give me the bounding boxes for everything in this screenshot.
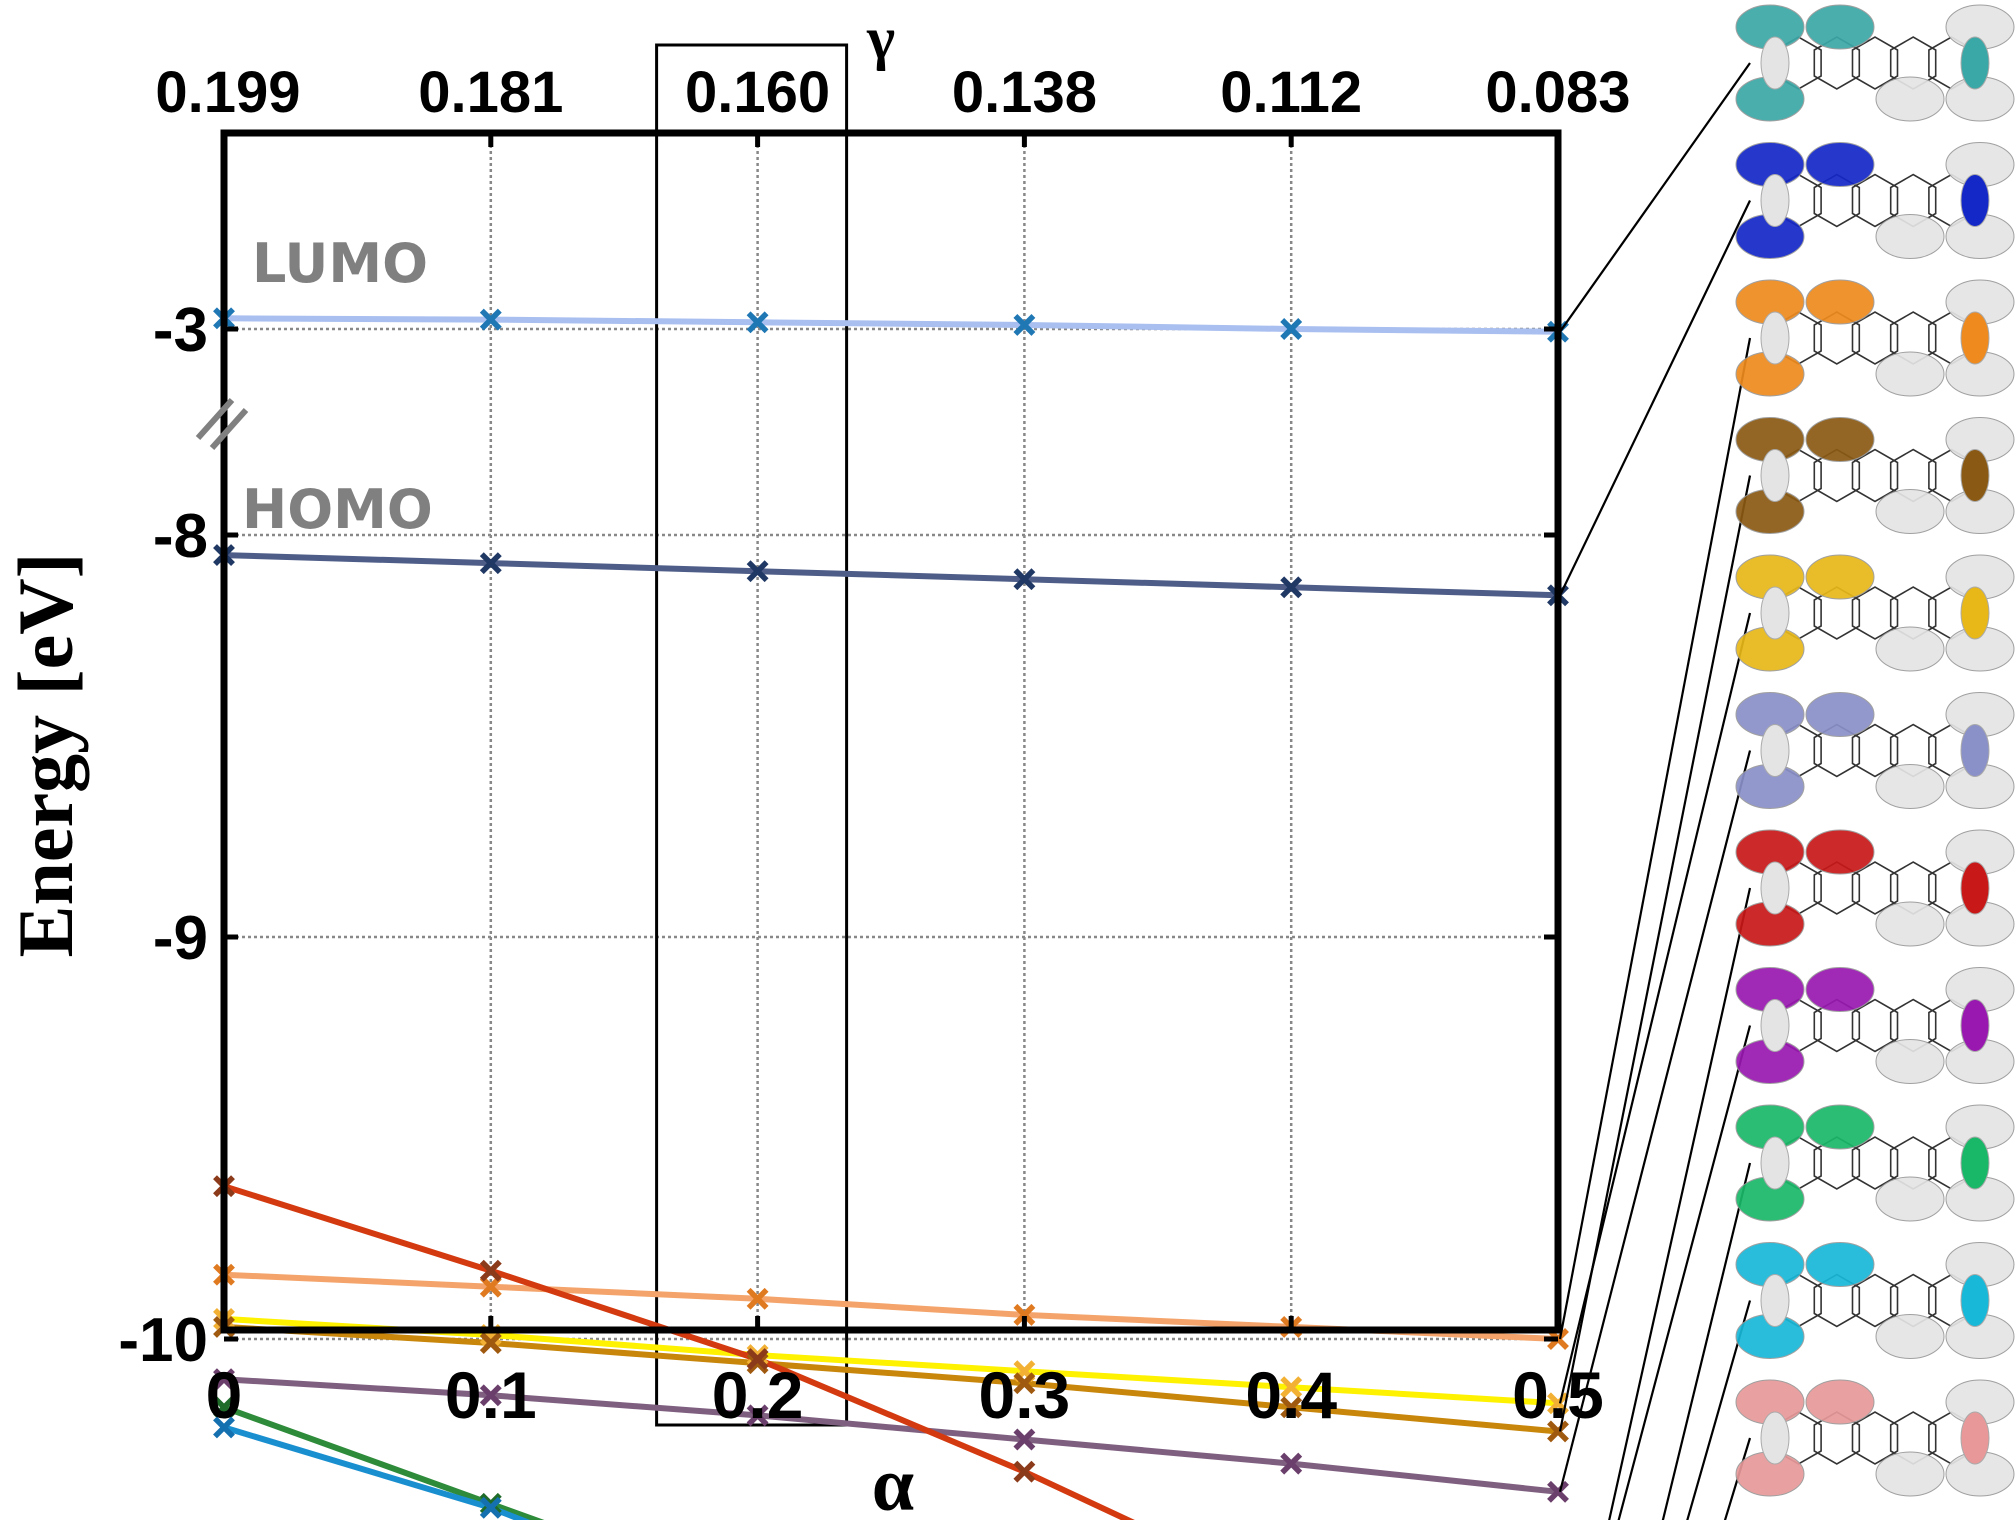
y-tick-label: -10 xyxy=(118,1306,208,1375)
series-6-point xyxy=(746,1404,769,1427)
series-6-point xyxy=(213,1368,235,1391)
connector-line xyxy=(1686,1300,1752,1520)
y-axis-label: Energy [eV] xyxy=(2,552,89,957)
series-9-point xyxy=(213,1416,235,1439)
tick-labels: 0 0.1 0.2 0.3 0.4 0.5 0.199 0.181 0.160 0.138 0.11… xyxy=(118,60,1630,1432)
connector-line xyxy=(1661,1162,1752,1520)
series-line-1 xyxy=(223,315,1559,335)
x-tick-label: 0.5 xyxy=(1512,1358,1604,1432)
connector-line xyxy=(1559,200,1751,596)
x-tick-label: 0.2 xyxy=(712,1358,804,1432)
series-5-point xyxy=(1547,1420,1569,1443)
series-1-point xyxy=(479,308,502,331)
series-6-point xyxy=(1013,1428,1036,1451)
top-axis-label: γ xyxy=(866,5,895,71)
orbital-image-5 xyxy=(1735,554,2015,672)
orbital-image-3 xyxy=(1735,279,2015,397)
top-tick-label: 0.083 xyxy=(1485,60,1630,125)
series-line-6 xyxy=(223,1376,1559,1495)
series-5-point xyxy=(1280,1396,1303,1419)
orbital-image-8 xyxy=(1735,967,2015,1084)
orbital-image-6 xyxy=(1735,692,2015,809)
series-1-point xyxy=(1280,318,1303,340)
series-4-point xyxy=(746,1344,769,1367)
series-2-point xyxy=(479,552,502,575)
x-tick-label: 0 xyxy=(206,1358,243,1432)
series-6-point xyxy=(1547,1480,1569,1503)
orbital-image-7 xyxy=(1735,829,2015,947)
orbital-image-9 xyxy=(1735,1104,2015,1222)
series-line-5 xyxy=(223,1323,1559,1435)
annotation-lumo: LUMO xyxy=(252,232,428,295)
series-5-point xyxy=(746,1352,769,1375)
x-axis-label: α xyxy=(872,1443,914,1520)
series-1-point xyxy=(746,311,769,334)
y-tick-label: -3 xyxy=(153,296,208,365)
series-5-point xyxy=(1013,1372,1036,1395)
top-tick-label: 0.138 xyxy=(952,60,1097,125)
orbital-image-2 xyxy=(1735,142,2015,259)
top-tick-label: 0.160 xyxy=(685,60,830,125)
top-tick-label: 0.112 xyxy=(1220,60,1362,125)
connector-line xyxy=(1608,887,1752,1520)
series-1-point xyxy=(1013,314,1036,336)
annotations: LUMO HOMO xyxy=(242,232,433,541)
connector-line xyxy=(1558,612,1752,1404)
series-4-point xyxy=(1280,1376,1303,1399)
orbital-images xyxy=(1735,4,2015,1497)
series-2-point xyxy=(1280,576,1303,599)
top-tick-label: 0.181 xyxy=(418,60,563,125)
x-tick-label: 0.3 xyxy=(979,1358,1071,1432)
connector-line xyxy=(1723,1437,1752,1520)
series-7-point xyxy=(1013,1460,1036,1483)
series-5-point xyxy=(479,1332,502,1354)
orbital-image-1 xyxy=(1735,4,2015,122)
connector-line xyxy=(1617,1025,1752,1520)
series-9-point xyxy=(479,1496,502,1519)
series-line-9 xyxy=(223,1424,531,1520)
series-3-point xyxy=(479,1275,502,1298)
series-8-point xyxy=(213,1396,235,1419)
axis-break-mark xyxy=(195,397,249,451)
plot-frame xyxy=(195,129,1562,1342)
connector-line xyxy=(1559,62,1751,333)
series-6-point xyxy=(1280,1452,1303,1475)
orbital-connectors xyxy=(1558,62,1752,1520)
series-line-8 xyxy=(222,1404,545,1520)
highlight-box xyxy=(655,43,849,1427)
top-tick-label: 0.199 xyxy=(155,60,300,125)
axis-titles: α γ Energy [eV] xyxy=(2,5,914,1520)
orbital-image-11 xyxy=(1735,1379,2015,1497)
x-tick-label: 0.1 xyxy=(445,1358,537,1432)
series-7-point xyxy=(746,1348,769,1371)
series-2-point xyxy=(746,560,769,583)
annotation-homo: HOMO xyxy=(242,478,433,541)
grid xyxy=(224,133,1558,1341)
orbital-image-4 xyxy=(1735,417,2015,534)
connector-line xyxy=(1558,750,1752,1493)
x-tick-label: 0.4 xyxy=(1245,1358,1337,1432)
y-tick-label: -9 xyxy=(153,904,208,973)
series-7-point xyxy=(479,1259,502,1282)
series-2-point xyxy=(1013,568,1036,591)
connector-line xyxy=(1558,337,1752,1340)
series-line-2 xyxy=(223,552,1559,599)
plot-border xyxy=(220,129,1562,1334)
series-3-point xyxy=(746,1287,769,1310)
highlight-rect xyxy=(655,43,849,1427)
series-line-7 xyxy=(223,1183,1135,1520)
series-8-point xyxy=(479,1492,502,1515)
y-tick-label: -8 xyxy=(153,502,208,571)
series-6-point xyxy=(479,1384,502,1407)
series-3-point xyxy=(1013,1303,1036,1326)
orbital-image-10 xyxy=(1735,1242,2015,1359)
